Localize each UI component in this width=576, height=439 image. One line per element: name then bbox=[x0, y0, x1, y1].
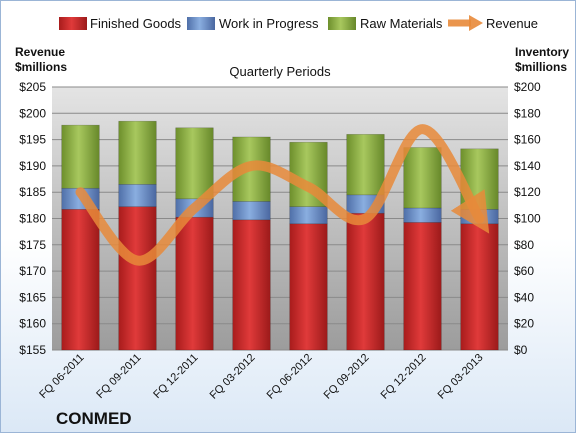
chart-title: Quarterly Periods bbox=[229, 64, 331, 79]
legend: Finished Goods Work in Progress Raw Mate… bbox=[59, 15, 538, 31]
bar-work-in-progress bbox=[119, 184, 157, 206]
right-tick-label: $60 bbox=[514, 264, 534, 278]
legend-arrow-revenue bbox=[469, 15, 483, 31]
left-tick-label: $205 bbox=[19, 80, 46, 94]
left-axis-title-line1: Revenue bbox=[15, 45, 65, 59]
right-axis-title-line1: Inventory bbox=[515, 45, 569, 59]
bar-raw-materials bbox=[62, 125, 100, 188]
right-tick-label: $140 bbox=[514, 159, 541, 173]
legend-label-finished-goods: Finished Goods bbox=[90, 16, 182, 31]
legend-item-revenue: Revenue bbox=[448, 15, 538, 31]
x-tick-label: FQ 06-2011 bbox=[37, 352, 86, 401]
bar-raw-materials bbox=[119, 121, 157, 184]
bar-raw-materials bbox=[404, 147, 442, 207]
x-tick-label: FQ 09-2012 bbox=[322, 352, 372, 402]
legend-label-raw-materials: Raw Materials bbox=[360, 16, 443, 31]
left-axis-title-line2: $millions bbox=[15, 60, 67, 74]
bar-finished-goods bbox=[347, 213, 385, 350]
bar-work-in-progress bbox=[233, 201, 271, 219]
right-tick-label: $160 bbox=[514, 133, 541, 147]
bar-work-in-progress bbox=[404, 208, 442, 222]
right-tick-labels: $0 $20 $40 $60 $80 $100 $120 $140 $160 $180 $200 bbox=[514, 80, 541, 357]
bar-finished-goods bbox=[233, 220, 271, 350]
right-tick-label: $180 bbox=[514, 106, 541, 120]
x-tick-label: FQ 09-2011 bbox=[94, 352, 143, 401]
right-tick-label: $120 bbox=[514, 185, 541, 199]
bar-finished-goods bbox=[176, 217, 214, 350]
bar-finished-goods bbox=[290, 224, 328, 350]
x-tick-label: FQ 06-2012 bbox=[265, 352, 315, 402]
right-tick-label: $40 bbox=[514, 290, 534, 304]
bar-finished-goods bbox=[461, 224, 499, 350]
bar-finished-goods bbox=[119, 207, 157, 350]
left-tick-label: $155 bbox=[19, 343, 46, 357]
company-name: CONMED bbox=[56, 409, 132, 428]
legend-label-work-in-progress: Work in Progress bbox=[219, 16, 319, 31]
right-tick-label: $100 bbox=[514, 212, 541, 226]
left-tick-label: $180 bbox=[19, 212, 46, 226]
left-tick-label: $200 bbox=[19, 106, 46, 120]
legend-swatch-finished-goods bbox=[59, 17, 87, 30]
right-tick-label: $20 bbox=[514, 317, 534, 331]
x-tick-label: FQ 03-2012 bbox=[208, 352, 258, 402]
x-tick-label: FQ 03-2013 bbox=[436, 352, 486, 402]
bar-raw-materials bbox=[176, 128, 214, 199]
right-tick-label: $0 bbox=[514, 343, 528, 357]
left-tick-label: $175 bbox=[19, 238, 46, 252]
right-tick-label: $200 bbox=[514, 80, 541, 94]
x-tick-label: FQ 12-2011 bbox=[151, 352, 200, 401]
legend-item-work-in-progress: Work in Progress bbox=[187, 16, 319, 31]
left-tick-label: $190 bbox=[19, 159, 46, 173]
left-tick-label: $165 bbox=[19, 290, 46, 304]
left-tick-label: $185 bbox=[19, 185, 46, 199]
left-tick-label: $195 bbox=[19, 133, 46, 147]
bar-finished-goods bbox=[404, 222, 442, 350]
bar-finished-goods bbox=[62, 209, 100, 350]
legend-item-raw-materials: Raw Materials bbox=[328, 16, 443, 31]
right-axis-title-line2: $millions bbox=[515, 60, 567, 74]
left-tick-labels: $155 $160 $165 $170 $175 $180 $185 $190 $195 $200… bbox=[19, 80, 46, 357]
legend-swatch-work-in-progress bbox=[187, 17, 215, 30]
x-tick-label: FQ 12-2012 bbox=[379, 352, 429, 402]
left-tick-label: $160 bbox=[19, 317, 46, 331]
left-tick-label: $170 bbox=[19, 264, 46, 278]
legend-label-revenue: Revenue bbox=[486, 16, 538, 31]
bar-raw-materials bbox=[347, 134, 385, 194]
bar-work-in-progress bbox=[290, 207, 328, 224]
legend-item-finished-goods: Finished Goods bbox=[59, 16, 182, 31]
right-tick-label: $80 bbox=[514, 238, 534, 252]
legend-swatch-raw-materials bbox=[328, 17, 356, 30]
